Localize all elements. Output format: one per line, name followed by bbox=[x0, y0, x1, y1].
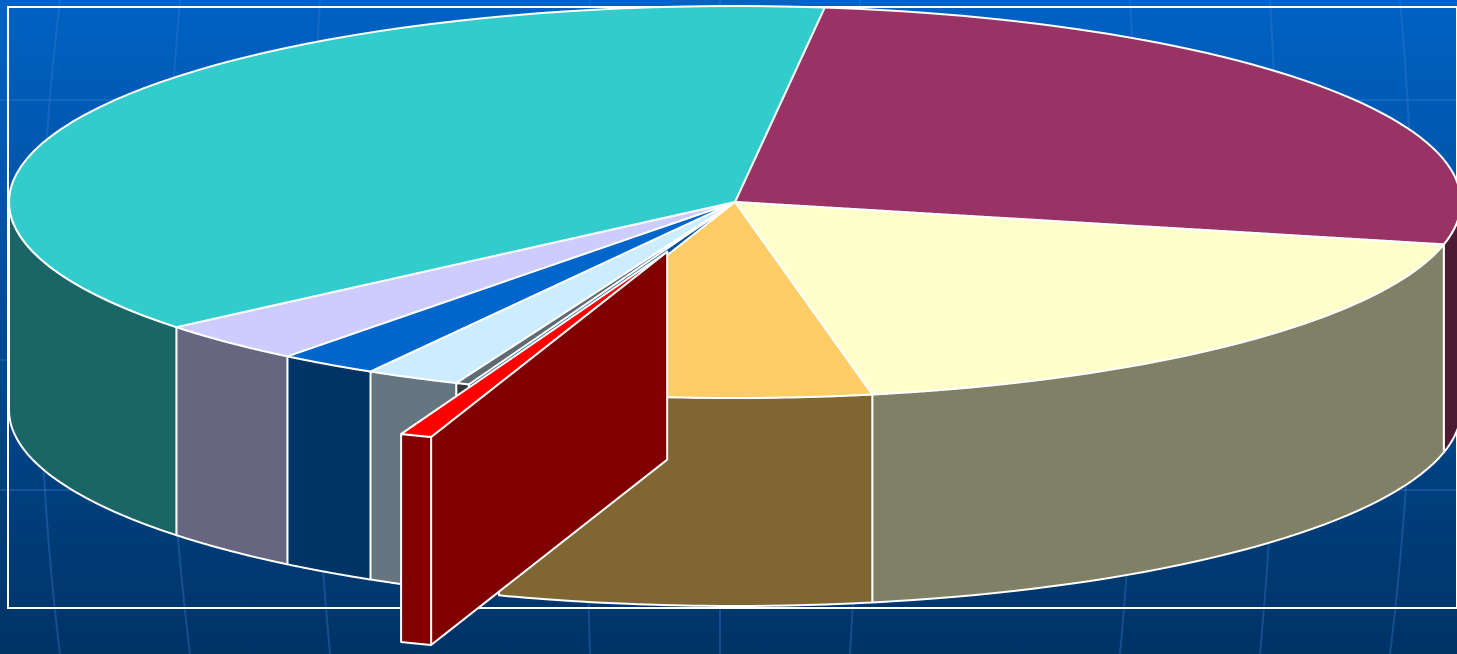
slice bbox=[8, 5, 826, 329]
slice-side bbox=[175, 326, 289, 566]
slice bbox=[369, 201, 736, 384]
slice bbox=[286, 201, 736, 373]
slice bbox=[734, 201, 1445, 396]
slice bbox=[175, 201, 736, 358]
pie bbox=[8, 5, 1457, 646]
slice-side bbox=[400, 433, 433, 646]
slice bbox=[400, 250, 669, 438]
slice bbox=[734, 6, 1457, 246]
slice-side bbox=[286, 355, 372, 581]
